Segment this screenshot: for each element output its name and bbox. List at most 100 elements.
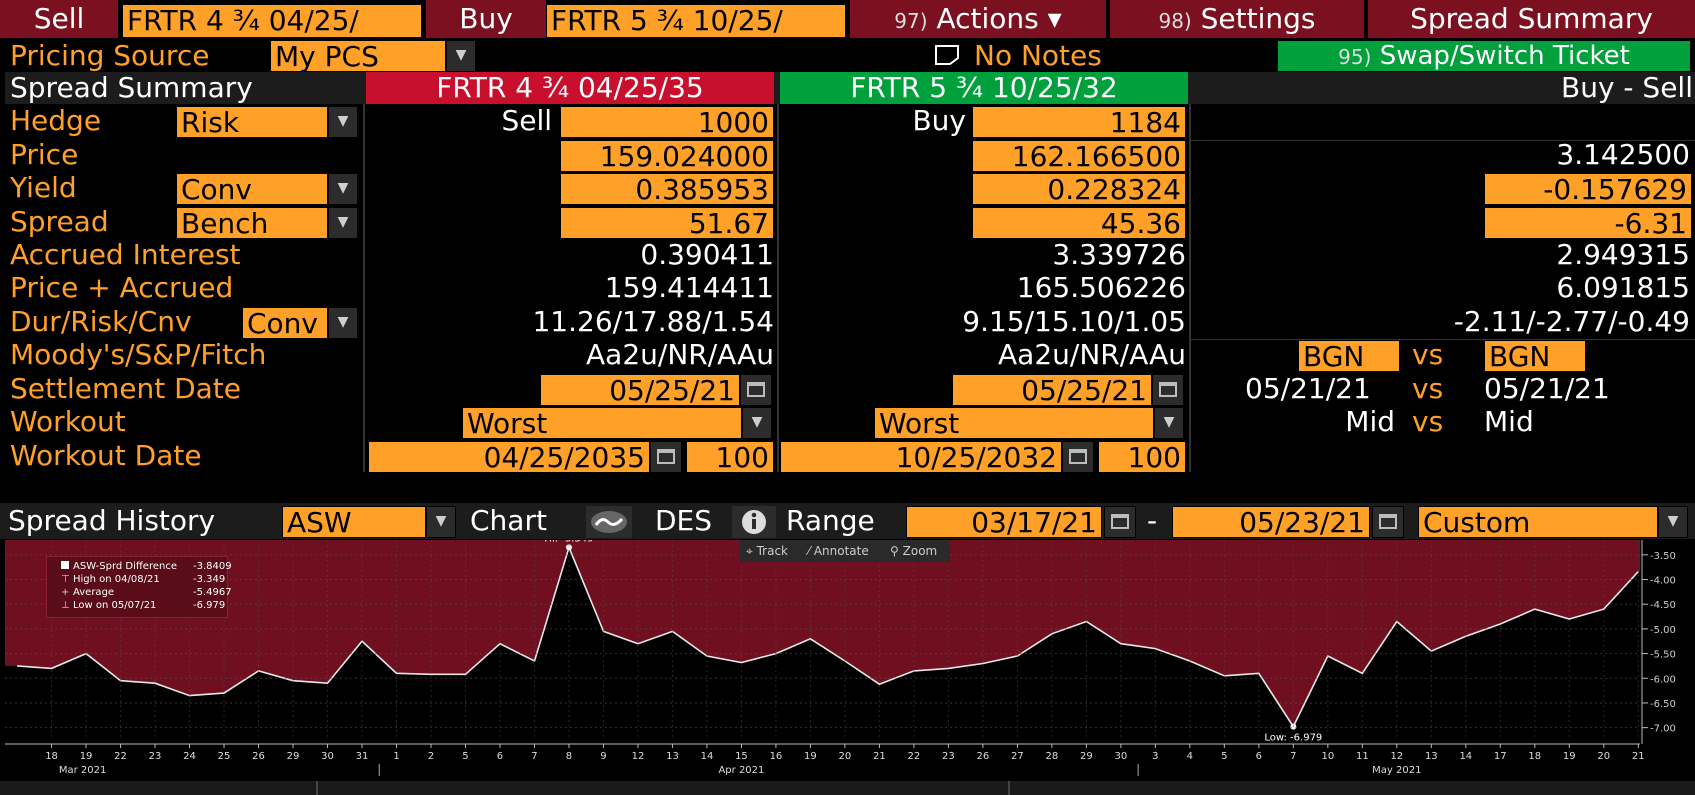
annotate-button[interactable]: ⁄ Annotate xyxy=(808,540,869,562)
sell-workout-dropdown[interactable]: Worst xyxy=(462,407,742,439)
magnifier-icon: ⚲ xyxy=(890,544,899,558)
spread-type-dropdown-arrow[interactable]: ▼ xyxy=(328,207,358,239)
sell-workout-date-input[interactable]: 04/25/2035 xyxy=(368,441,650,473)
right-pricing-source-input[interactable]: BGN xyxy=(1484,340,1586,372)
calendar-icon[interactable] xyxy=(1372,506,1404,538)
calendar-icon[interactable] xyxy=(1152,374,1184,406)
sell-button[interactable]: Sell xyxy=(0,0,118,38)
y-tick-label: -4.00 xyxy=(1650,576,1676,587)
price-accrued-difference-value: 6.091815 xyxy=(1556,271,1690,304)
x-tick-label: 29 xyxy=(287,751,300,762)
actions-menu-label: Actions ▾ xyxy=(936,2,1062,35)
x-tick-label: 13 xyxy=(666,751,679,762)
spread-difference-input[interactable]: -6.31 xyxy=(1484,207,1692,239)
buy-workout-dropdown-arrow[interactable]: ▼ xyxy=(1154,407,1184,439)
yield-difference-input[interactable]: -0.157629 xyxy=(1484,173,1692,205)
calendar-icon[interactable] xyxy=(740,374,772,406)
buy-workout-dropdown[interactable]: Worst xyxy=(874,407,1154,439)
row-divider xyxy=(1191,339,1695,340)
buy-workout-date-input[interactable]: 10/25/2032 xyxy=(780,441,1062,473)
calendar-icon[interactable] xyxy=(650,441,682,473)
yield-type-dropdown-arrow[interactable]: ▼ xyxy=(328,173,358,205)
buy-accrued-value: 3.339726 xyxy=(1052,238,1186,271)
legend-checkbox-icon[interactable] xyxy=(61,561,69,569)
status-divider xyxy=(316,781,318,795)
range-end-date-input[interactable]: 05/23/21 xyxy=(1172,506,1370,538)
x-tick-label: 30 xyxy=(1115,751,1128,762)
left-pricing-source-input[interactable]: BGN xyxy=(1298,340,1400,372)
x-tick-label: 23 xyxy=(149,751,162,762)
buy-spread-input[interactable]: 45.36 xyxy=(972,207,1186,239)
sell-price-input[interactable]: 159.024000 xyxy=(560,140,774,172)
right-price-type-value: Mid xyxy=(1484,405,1534,438)
spread-type-history-dropdown-arrow[interactable]: ▼ xyxy=(426,506,456,538)
buy-dur-risk-cnv-value: 9.15/15.10/1.05 xyxy=(962,305,1186,338)
convexity-type-dropdown[interactable]: Conv xyxy=(242,307,328,339)
sell-workout-dropdown-arrow[interactable]: ▼ xyxy=(742,407,772,439)
buy-ratings-value: Aa2u/NR/AAu xyxy=(998,338,1186,371)
chart-type-button[interactable] xyxy=(586,506,632,538)
track-label: Track xyxy=(756,544,788,558)
actions-menu[interactable]: 97) Actions ▾ xyxy=(850,0,1106,38)
yield-type-dropdown[interactable]: Conv xyxy=(176,173,328,205)
buy-yield-input[interactable]: 0.228324 xyxy=(972,173,1186,205)
sell-security-input[interactable]: FRTR 4 ¾ 04/25/ xyxy=(122,4,422,38)
settings-menu[interactable]: 98) Settings xyxy=(1110,0,1364,38)
sell-quantity-input[interactable]: 1000 xyxy=(560,106,774,138)
buy-quantity-input[interactable]: 1184 xyxy=(972,106,1186,138)
legend-name: Average xyxy=(73,587,115,598)
spread-history-chart[interactable]: Hi: -3.349 Low: -6.979 -3.50 -4.00 -4.50 -5.… xyxy=(0,540,1695,780)
spread-label: Spread xyxy=(10,205,109,238)
no-notes-label[interactable]: No Notes xyxy=(974,39,1102,72)
x-tick-label: 4 xyxy=(1187,751,1193,762)
yield-label: Yield xyxy=(10,171,77,204)
x-tick-label: 21 xyxy=(873,751,886,762)
hedge-label: Hedge xyxy=(10,104,102,137)
actions-menu-number: 97) xyxy=(894,9,928,33)
spread-summary-tab[interactable]: Spread Summary xyxy=(1368,0,1695,38)
x-month-label: May 2021 xyxy=(1372,765,1421,776)
x-tick-label: 3 xyxy=(1152,751,1158,762)
spread-type-history-dropdown[interactable]: ASW xyxy=(282,506,426,538)
buy-settlement-date-input[interactable]: 05/25/21 xyxy=(952,374,1152,406)
left-price-type-value: Mid xyxy=(1345,405,1395,438)
buy-button[interactable]: Buy xyxy=(426,0,546,38)
x-tick-label: 6 xyxy=(497,751,503,762)
buy-price-input[interactable]: 162.166500 xyxy=(972,140,1186,172)
buy-price-accrued-value: 165.506226 xyxy=(1016,271,1186,304)
sell-workout-price-input[interactable]: 100 xyxy=(686,441,774,473)
description-button[interactable] xyxy=(732,506,776,538)
range-period-dropdown[interactable]: Custom xyxy=(1418,506,1658,538)
spread-summary-header: Spread Summary xyxy=(10,71,253,104)
swap-switch-ticket-button[interactable]: 95) Swap/Switch Ticket xyxy=(1278,41,1690,71)
sell-spread-input[interactable]: 51.67 xyxy=(560,207,774,239)
notes-icon[interactable] xyxy=(934,44,960,66)
calendar-icon[interactable] xyxy=(1104,506,1136,538)
column-divider xyxy=(777,104,779,472)
sell-yield-input[interactable]: 0.385953 xyxy=(560,173,774,205)
zoom-button[interactable]: ⚲ Zoom xyxy=(890,540,937,562)
swap-ticket-number: 95) xyxy=(1338,45,1372,69)
x-tick-label: 17 xyxy=(1494,751,1507,762)
convexity-type-dropdown-arrow[interactable]: ▼ xyxy=(328,307,358,339)
x-tick-label: 9 xyxy=(600,751,606,762)
pricing-source-dropdown[interactable]: My PCS xyxy=(270,40,446,72)
buy-security-input[interactable]: FRTR 5 ¾ 10/25/ xyxy=(546,4,846,38)
x-tick-label: 7 xyxy=(1290,751,1296,762)
range-start-date-input[interactable]: 03/17/21 xyxy=(906,506,1102,538)
x-tick-label: 12 xyxy=(1390,751,1403,762)
calendar-icon[interactable] xyxy=(1062,441,1094,473)
hedge-dropdown[interactable]: Risk xyxy=(176,106,328,138)
buy-workout-price-input[interactable]: 100 xyxy=(1098,441,1186,473)
hedge-dropdown-arrow[interactable]: ▼ xyxy=(328,106,358,138)
track-button[interactable]: ⌖ Track xyxy=(746,540,788,562)
sell-settlement-date-input[interactable]: 05/25/21 xyxy=(540,374,740,406)
pencil-icon: ⁄ xyxy=(808,544,811,558)
range-period-dropdown-arrow[interactable]: ▼ xyxy=(1658,506,1688,538)
legend-item: + Average -5.4967 xyxy=(53,586,232,599)
x-tick-label: 12 xyxy=(632,751,645,762)
x-tick-label: 14 xyxy=(701,751,714,762)
spread-type-dropdown[interactable]: Bench xyxy=(176,207,328,239)
pricing-source-dropdown-arrow[interactable]: ▼ xyxy=(446,40,476,72)
legend-name: ASW-Sprd Difference xyxy=(73,561,177,572)
